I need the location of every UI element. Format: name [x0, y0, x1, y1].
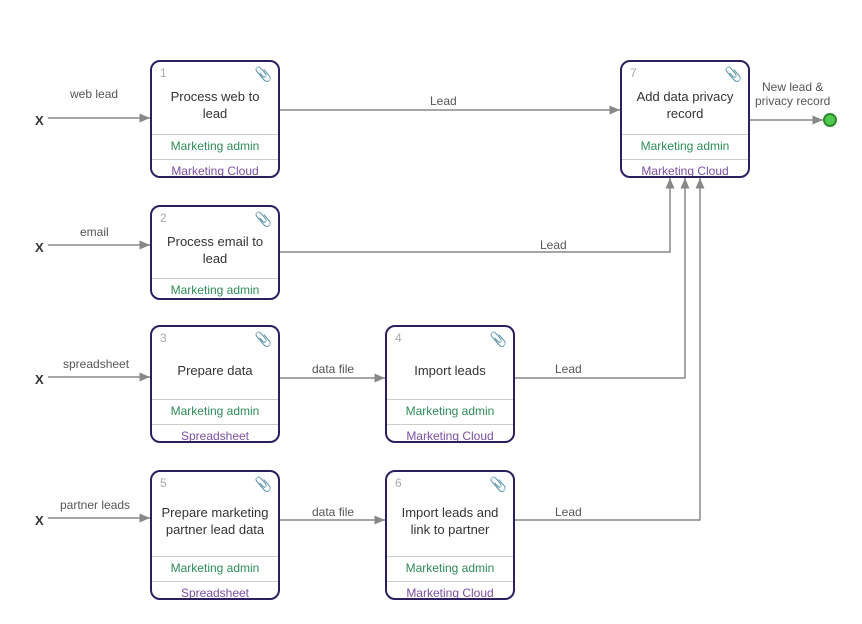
- node-number: 4: [395, 331, 402, 345]
- end-point: [823, 113, 837, 127]
- process-node-n5[interactable]: 5📎Prepare marketing partner lead dataMar…: [150, 470, 280, 600]
- paperclip-icon: 📎: [255, 476, 272, 493]
- start-edge-label: spreadsheet: [63, 357, 129, 371]
- paperclip-icon: 📎: [725, 66, 742, 83]
- node-number: 7: [630, 66, 637, 80]
- edge-label: data file: [312, 362, 354, 376]
- edge-label: Lead: [430, 94, 457, 108]
- node-role-row: Spreadsheet: [152, 581, 278, 600]
- node-role-row: Marketing Cloud: [152, 159, 278, 178]
- edge-label: data file: [312, 505, 354, 519]
- node-number: 1: [160, 66, 167, 80]
- paperclip-icon: 📎: [490, 476, 507, 493]
- process-node-n7[interactable]: 7📎Add data privacy recordMarketing admin…: [620, 60, 750, 178]
- process-node-n4[interactable]: 4📎Import leadsMarketing adminMarketing C…: [385, 325, 515, 443]
- node-role-row: Marketing admin: [152, 399, 278, 424]
- edge-label: New lead & privacy record: [755, 80, 830, 108]
- node-role-row: Marketing admin: [622, 134, 748, 159]
- node-role-row: Marketing admin: [152, 556, 278, 581]
- node-number: 3: [160, 331, 167, 345]
- node-role-row: Marketing Cloud: [387, 581, 513, 600]
- start-edge-label: partner leads: [60, 498, 130, 512]
- process-node-n3[interactable]: 3📎Prepare dataMarketing adminSpreadsheet: [150, 325, 280, 443]
- edge-label: Lead: [555, 362, 582, 376]
- start-marker: X: [35, 372, 44, 387]
- edge-label: Lead: [555, 505, 582, 519]
- start-edge-label: web lead: [70, 87, 118, 101]
- node-role-row: Marketing admin: [152, 278, 278, 300]
- paperclip-icon: 📎: [255, 211, 272, 228]
- start-marker: X: [35, 240, 44, 255]
- node-role-row: Marketing admin: [387, 399, 513, 424]
- edge-path: [515, 178, 700, 520]
- node-role-row: Marketing Cloud: [387, 424, 513, 443]
- process-node-n6[interactable]: 6📎Import leads and link to partnerMarket…: [385, 470, 515, 600]
- start-edge-label: email: [80, 225, 109, 239]
- paperclip-icon: 📎: [255, 66, 272, 83]
- paperclip-icon: 📎: [255, 331, 272, 348]
- node-role-row: Marketing Cloud: [622, 159, 748, 178]
- edge-label: Lead: [540, 238, 567, 252]
- node-role-row: Marketing admin: [387, 556, 513, 581]
- process-node-n2[interactable]: 2📎Process email to leadMarketing admin: [150, 205, 280, 300]
- start-marker: X: [35, 513, 44, 528]
- edge-path: [280, 178, 670, 252]
- node-role-row: Spreadsheet: [152, 424, 278, 443]
- node-number: 5: [160, 476, 167, 490]
- process-node-n1[interactable]: 1📎Process web to leadMarketing adminMark…: [150, 60, 280, 178]
- paperclip-icon: 📎: [490, 331, 507, 348]
- node-number: 2: [160, 211, 167, 225]
- edge-path: [515, 178, 685, 378]
- node-role-row: Marketing admin: [152, 134, 278, 159]
- node-number: 6: [395, 476, 402, 490]
- start-marker: X: [35, 113, 44, 128]
